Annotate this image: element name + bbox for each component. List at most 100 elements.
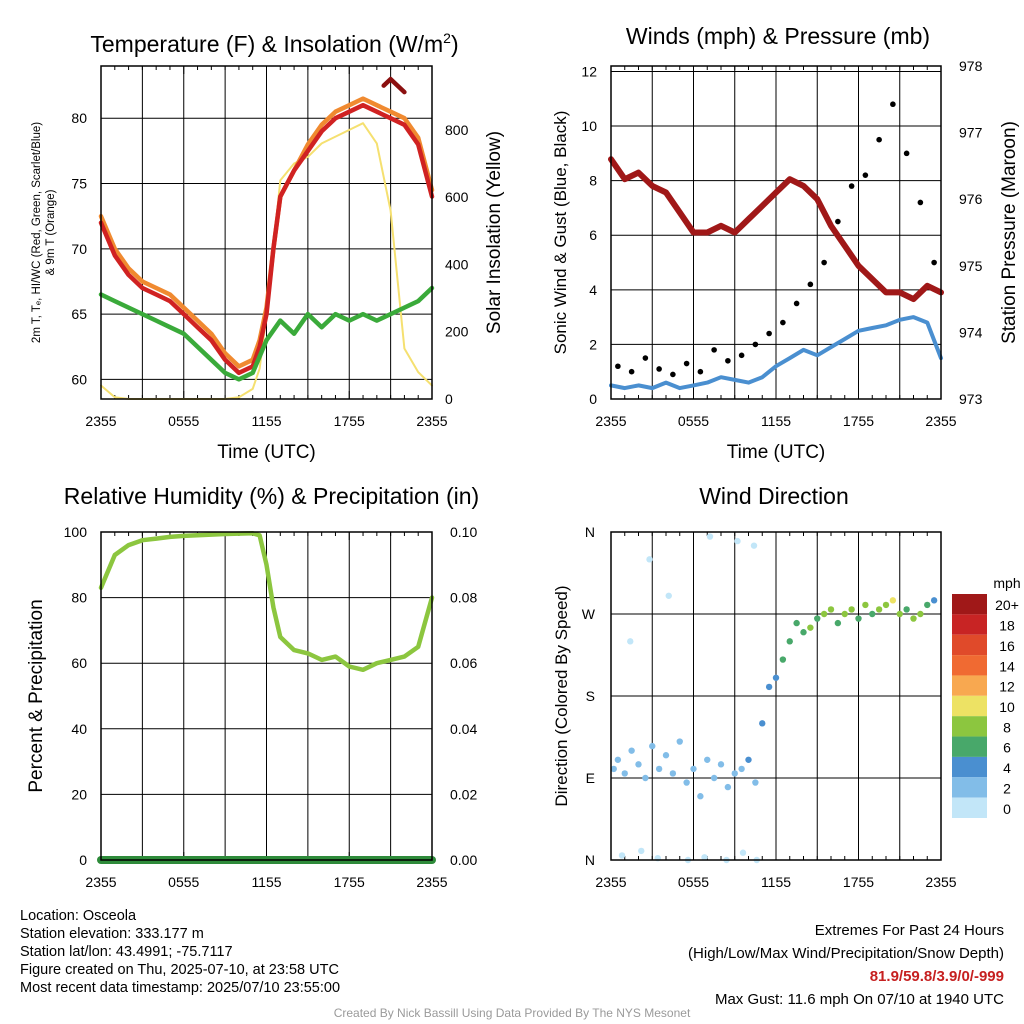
gust-point [835,218,841,225]
y-tick-label: 10 [581,118,597,134]
direction-point [724,783,732,791]
legend-swatch [952,716,987,737]
direction-point [683,779,690,786]
y-tick-label: 20 [71,786,87,802]
series-line-wind [609,315,943,391]
x-tick-label: 1155 [761,413,791,429]
y-tick-label: N [585,852,595,868]
series-line-pressure [608,156,944,303]
gust-point [738,352,745,359]
gust-point [711,347,717,353]
legend-swatch [952,594,987,615]
gust-point [793,300,800,307]
x-tick-label: 0555 [678,413,709,429]
y-axis-title: Direction (Colored By Speed) [552,585,571,806]
x-tick-label: 1155 [251,874,281,890]
y2-axis-title: Solar Insolation (Yellow) [484,131,505,334]
gust-point [656,366,662,372]
y2-tick-label: 978 [959,58,983,74]
y-tick-label: 60 [71,655,87,671]
legend-swatch [952,797,987,818]
credit-line: Created By Nick Bassill Using Data Provi… [333,1006,691,1020]
gust-point [725,357,731,364]
x-tick-label: 1755 [334,413,365,429]
y2-tick-label: 0.10 [450,524,477,540]
direction-point [814,615,821,622]
y-tick-label: 65 [71,306,87,322]
series-line [98,102,435,376]
y-axis-title: Percent & Precipitation [26,599,47,792]
x-axis-title: Time (UTC) [727,442,826,463]
legend-swatch [952,675,987,696]
direction-point [759,720,766,727]
direction-point [827,606,835,613]
y-tick-label: 60 [71,371,87,387]
direction-point [717,761,725,768]
direction-point [649,742,656,750]
gust-point [862,172,869,178]
direction-point [646,556,653,563]
direction-point [690,765,697,773]
plot-frame [610,65,942,400]
x-tick-label: 1155 [251,413,281,429]
x-tick-label: 1755 [843,413,874,429]
legend-swatch [952,655,987,676]
gust-point [766,330,772,337]
x-tick-label: 2355 [416,874,447,890]
gust-point [628,368,635,375]
y2-tick-label: 0.00 [450,852,477,868]
legend-swatch [952,634,987,656]
x-tick-label: 2355 [925,413,956,429]
direction-point [621,770,628,777]
series-line [381,76,407,95]
y2-tick-label: 974 [959,324,983,340]
y2-tick-label: 0.06 [450,655,477,671]
direction-point [710,774,718,782]
y-tick-label: 70 [71,241,87,257]
y-tick-label: 100 [64,524,88,540]
direction-point [903,606,910,613]
direction-point [807,624,814,631]
x-tick-label: 2355 [85,874,116,890]
gust-point [876,136,882,143]
plot-frame [100,65,433,400]
series-line [98,285,435,382]
recent-data-timestamp: Most recent data timestamp: 2025/07/10 2… [20,980,341,996]
direction-point [882,601,890,609]
speed-legend: mph 20+ 18 16 14 12 10 8 6 4 2 0 [952,575,1021,818]
y-tick-label: 0 [79,852,87,868]
chart-title: Temperature (F) & Insolation (W/m2) [90,30,458,57]
chart-title: Winds (mph) & Pressure (mb) [626,23,930,49]
extremes-values: 81.9/59.8/3.9/0/-999 [869,968,1004,985]
y2-tick-label: 975 [959,258,983,274]
max-gust: Max Gust: 11.6 mph On 07/10 at 1940 UTC [714,991,1004,1008]
y-tick-label: 40 [71,721,87,737]
y-tick-label: 2 [589,336,597,352]
legend-swatch [952,736,987,757]
direction-point [662,752,670,759]
direction-point [848,606,855,613]
station-info: Location: Osceola Station elevation: 333… [20,907,340,997]
chart-title-sup: 2 [443,30,451,46]
y-tick-label: 80 [71,110,87,126]
x-tick-label: 0555 [678,874,709,890]
gust-point [697,368,704,375]
x-axis-title: Time (UTC) [217,442,316,463]
y-axis-title: 2m T, Tₑ, HI/WC (Red, Green, Scarlet/Blu… [31,122,43,343]
plot-frame [100,531,433,861]
gust-point [848,183,855,189]
direction-point [655,765,663,773]
direction-point [665,592,672,599]
gust-point [780,319,786,326]
humidity-line [98,531,435,673]
gust-point [821,259,827,266]
direction-point [669,770,677,777]
x-tick-label: 0555 [168,874,199,890]
extremes-panel: Extremes For Past 24 Hours (High/Low/Max… [688,919,1004,1011]
legend-label: 14 [999,658,1015,674]
y-tick-label: 12 [581,63,597,79]
x-tick-label: 1155 [761,874,791,890]
direction-point [765,683,773,691]
direction-point [627,638,634,645]
